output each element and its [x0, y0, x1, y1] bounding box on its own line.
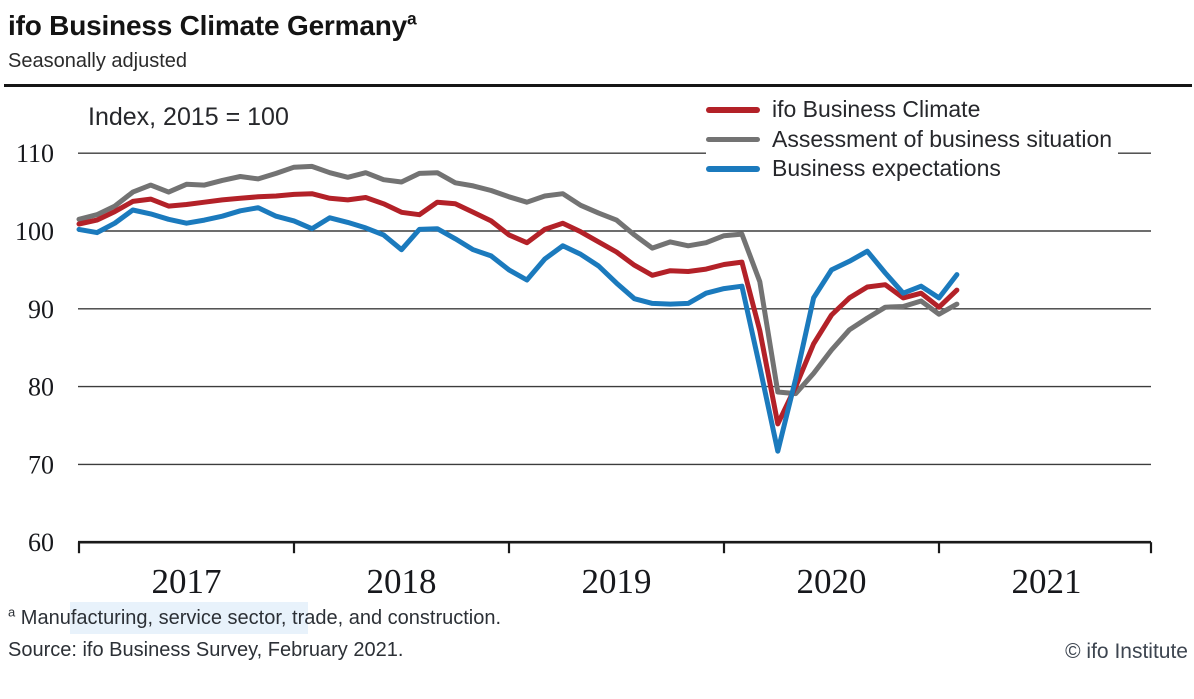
footnote-text: Manufacturing, service sector, trade, an…: [20, 607, 502, 629]
axis-labels: 110 100 90 80 70 60 2017 2018 2019 2020 2021: [15, 139, 1082, 601]
page-title: ifo Business Climate Germanya: [8, 8, 417, 42]
copyright: © ifo Institute: [1065, 640, 1188, 663]
y-tick-label-90: 90: [28, 295, 54, 324]
footnote-marker: a: [8, 604, 16, 620]
x-tick-label-2020: 2020: [797, 562, 867, 601]
legend-item-business-situation: Assessment of business situation: [706, 125, 1112, 155]
series-line-assessment-of-business-situation: [76, 163, 960, 397]
y-tick-label-110: 110: [16, 139, 54, 168]
legend-label-business-situation: Assessment of business situation: [772, 125, 1113, 152]
gridlines: [78, 152, 1151, 466]
page-title-text: ifo Business Climate Germany: [8, 10, 407, 41]
legend-label-business-expectations: Business expectations: [772, 155, 1001, 182]
x-tick-label-2019: 2019: [582, 562, 652, 601]
series-line-ifo-business-climate: [76, 191, 960, 427]
series-lines: [76, 163, 960, 454]
y-tick-label-70: 70: [28, 450, 54, 479]
x-tick-label-2021: 2021: [1012, 562, 1082, 601]
legend: ifo Business Climate Assessment of busin…: [706, 95, 1119, 186]
footnote: a Manufacturing, service sector, trade, …: [8, 604, 502, 630]
x-tick-label-2017: 2017: [152, 562, 222, 601]
series-line-business-expectations: [76, 205, 960, 454]
source-note: Source: ifo Business Survey, February 20…: [8, 639, 404, 661]
page-title-footnote-marker: a: [406, 8, 417, 29]
y-tick-label-80: 80: [28, 373, 54, 402]
legend-item-business-climate: ifo Business Climate: [706, 95, 1112, 125]
header-divider: [4, 84, 1192, 87]
legend-swatch-business-expectations: [706, 166, 760, 172]
legend-swatch-business-situation: [706, 136, 760, 142]
legend-label-business-climate: ifo Business Climate: [772, 96, 981, 123]
y-tick-label-60: 60: [28, 528, 54, 557]
legend-swatch-business-climate: [706, 107, 760, 113]
x-tick-label-2018: 2018: [367, 562, 437, 601]
subtitle: Seasonally adjusted: [8, 50, 188, 72]
y-tick-label-100: 100: [15, 217, 54, 246]
axis-unit-label: Index, 2015 = 100: [88, 103, 289, 131]
selection-highlight: [70, 602, 308, 634]
legend-item-business-expectations: Business expectations: [706, 154, 1112, 184]
x-axis: [77, 540, 1153, 554]
